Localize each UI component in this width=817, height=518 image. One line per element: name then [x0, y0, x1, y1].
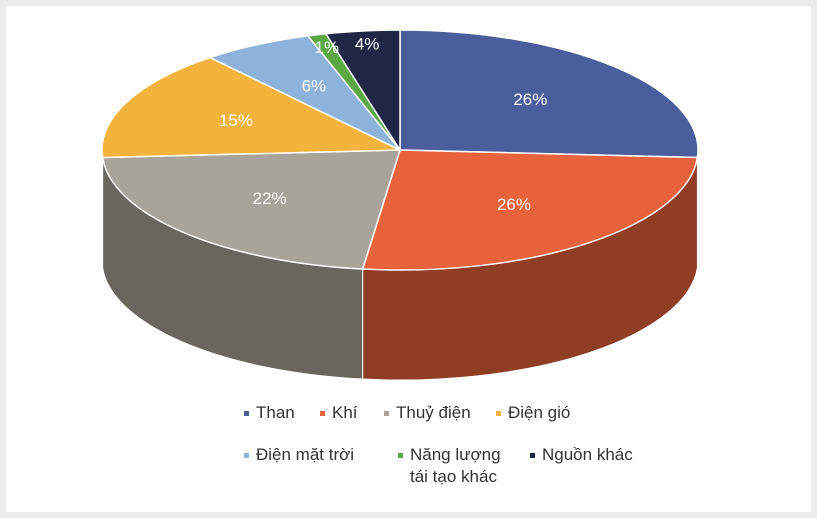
- legend-label: Năng lượng tái tạo khác: [410, 445, 501, 486]
- slice: [399, 29, 699, 159]
- legend-label: Than: [256, 403, 295, 422]
- legend-item: Điện gió: [496, 402, 570, 424]
- legend-marker: [398, 453, 403, 458]
- slice-side: [101, 149, 104, 268]
- legend-marker: [320, 411, 325, 416]
- legend-item: Điện mặt trời: [244, 444, 354, 466]
- legend-label: Khí: [332, 403, 358, 422]
- legend-item: Nguồn khác: [530, 444, 633, 466]
- data-label: 22%: [253, 189, 287, 208]
- legend-item: Thuỷ điện: [384, 402, 471, 424]
- legend-item: Khí: [320, 402, 358, 424]
- data-label: 26%: [513, 90, 547, 109]
- slice: [101, 149, 402, 270]
- legend-marker: [496, 411, 501, 416]
- data-label: 6%: [302, 76, 327, 95]
- legend-marker: [244, 453, 249, 458]
- legend-label: Nguồn khác: [542, 445, 633, 464]
- data-label: 15%: [219, 111, 253, 130]
- legend-item: Than: [244, 402, 295, 424]
- legend-marker: [244, 411, 249, 416]
- pie-area: 26% 26% 22% 15% 6% 1% 4%: [101, 29, 699, 381]
- legend-item: Năng lượng tái tạo khác: [398, 444, 518, 488]
- legend-marker: [530, 453, 535, 458]
- slice: [101, 56, 401, 159]
- legend-marker: [384, 411, 389, 416]
- slice: [324, 29, 401, 153]
- data-label: 26%: [497, 195, 531, 214]
- legend-label: Thuỷ điện: [396, 403, 471, 422]
- data-label: 4%: [355, 35, 380, 54]
- data-label: 1%: [315, 38, 340, 57]
- slice: [361, 149, 699, 271]
- legend-label: Điện gió: [508, 403, 571, 422]
- legend-label: Điện mặt trời: [256, 445, 355, 464]
